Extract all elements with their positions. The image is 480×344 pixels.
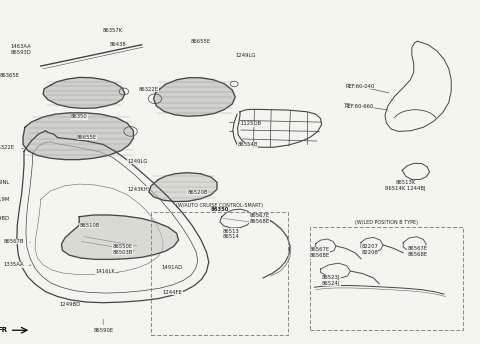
Bar bbox=[310, 227, 463, 330]
Text: 86438: 86438 bbox=[109, 42, 126, 47]
Text: 86350: 86350 bbox=[210, 207, 229, 212]
Text: (W/AUTO CRUISE CONTROL-SMART): (W/AUTO CRUISE CONTROL-SMART) bbox=[176, 203, 263, 208]
Text: 1335AA: 1335AA bbox=[3, 262, 24, 267]
Text: 86520B: 86520B bbox=[187, 190, 208, 195]
Text: 1249NL: 1249NL bbox=[0, 180, 10, 185]
Text: 1249BD: 1249BD bbox=[59, 302, 80, 307]
Text: 86523J
86524J: 86523J 86524J bbox=[322, 275, 340, 286]
Polygon shape bbox=[43, 77, 125, 108]
Text: 1125DB: 1125DB bbox=[240, 121, 261, 126]
Text: 86510B: 86510B bbox=[79, 223, 100, 228]
Bar bbox=[151, 212, 288, 335]
Text: 1416LK: 1416LK bbox=[96, 269, 115, 274]
Text: 86567E
86568E: 86567E 86568E bbox=[309, 247, 329, 258]
Text: 86350: 86350 bbox=[71, 115, 87, 119]
Text: REF.60-040: REF.60-040 bbox=[346, 84, 375, 88]
Polygon shape bbox=[23, 113, 133, 160]
Text: 86567E
86568E: 86567E 86568E bbox=[250, 213, 270, 224]
Text: (W/LED POSITION B TYPE): (W/LED POSITION B TYPE) bbox=[355, 220, 418, 225]
Text: 1243KH: 1243KH bbox=[127, 187, 148, 192]
Text: FR: FR bbox=[0, 327, 7, 333]
Polygon shape bbox=[61, 215, 179, 259]
Text: 86322E: 86322E bbox=[0, 146, 14, 150]
Text: 1491AD: 1491AD bbox=[161, 265, 182, 270]
Text: 86554B: 86554B bbox=[238, 142, 258, 147]
Text: 86513K
86514K 1244BJ: 86513K 86514K 1244BJ bbox=[385, 180, 426, 191]
Text: 86519M: 86519M bbox=[0, 197, 10, 202]
Text: 86655E: 86655E bbox=[77, 135, 97, 140]
Text: REF.60-660: REF.60-660 bbox=[345, 104, 374, 109]
Text: 82207
82208: 82207 82208 bbox=[361, 244, 378, 255]
Text: 1249BD: 1249BD bbox=[0, 216, 10, 221]
Text: 86550E
86503B: 86550E 86503B bbox=[112, 244, 132, 255]
Text: 1249LG: 1249LG bbox=[235, 53, 255, 57]
Text: 86357K: 86357K bbox=[103, 29, 123, 33]
Text: 86567E
86568E: 86567E 86568E bbox=[408, 246, 428, 257]
Text: 86567B: 86567B bbox=[3, 239, 24, 244]
Text: 86655E: 86655E bbox=[191, 39, 211, 44]
Text: 1244FE: 1244FE bbox=[163, 290, 182, 295]
Text: 86322E: 86322E bbox=[138, 87, 158, 92]
Text: 86365E: 86365E bbox=[0, 73, 19, 78]
Text: 86590E: 86590E bbox=[93, 329, 113, 333]
Polygon shape bbox=[154, 78, 235, 116]
Text: 1249LG: 1249LG bbox=[127, 159, 147, 164]
Text: 1463AA
86593D: 1463AA 86593D bbox=[11, 44, 31, 55]
Polygon shape bbox=[149, 173, 217, 202]
Text: 86513
86514: 86513 86514 bbox=[223, 228, 240, 239]
